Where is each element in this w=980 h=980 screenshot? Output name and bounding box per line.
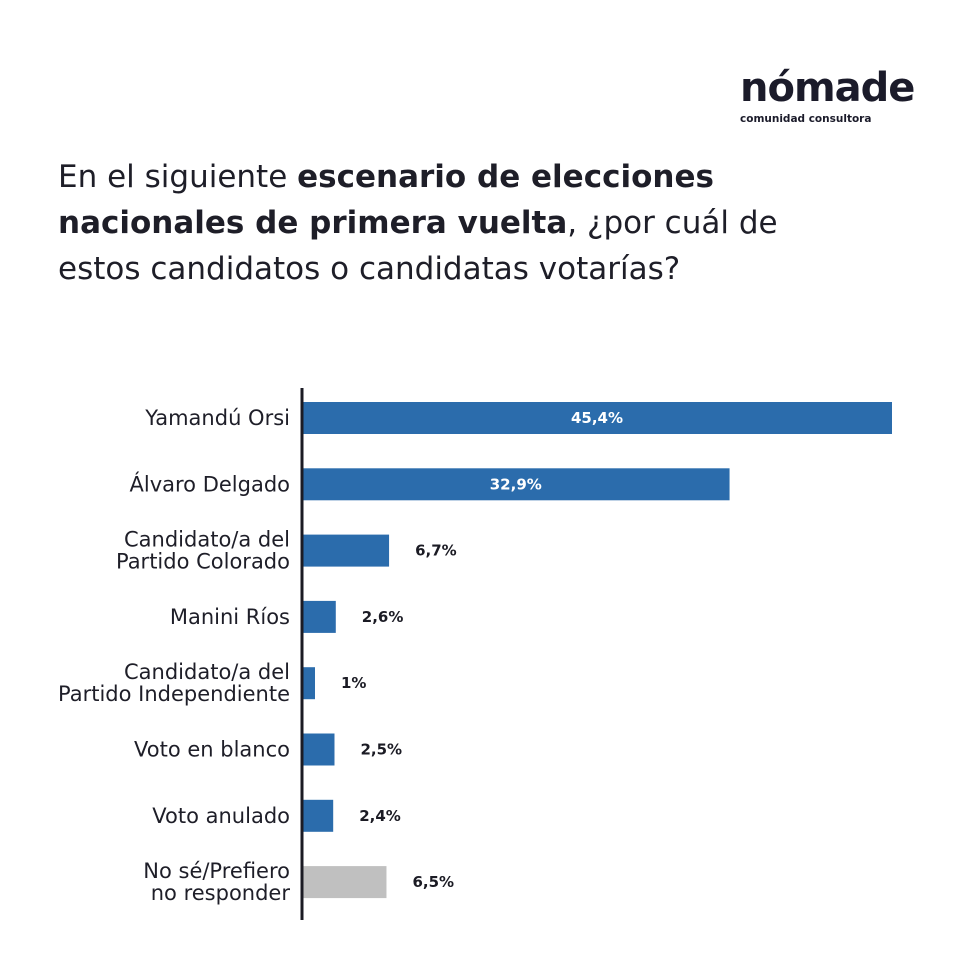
question-text-bold: escenario de elecciones nacionales de pr… bbox=[58, 159, 714, 241]
question-text-start: En el siguiente bbox=[58, 159, 298, 195]
value-label: 1% bbox=[341, 674, 366, 692]
bar bbox=[302, 733, 335, 766]
value-label: 6,7% bbox=[415, 542, 457, 560]
value-label: 6,5% bbox=[412, 873, 454, 891]
bar bbox=[302, 402, 892, 434]
category-label: Candidato/a del bbox=[124, 528, 290, 552]
category-label: Álvaro Delgado bbox=[130, 471, 291, 496]
category-label: Partido Colorado bbox=[116, 550, 290, 574]
category-label: No sé/Prefiero bbox=[143, 859, 290, 883]
bar bbox=[302, 667, 315, 700]
question-text-end: , ¿por cuál de estos candidatos o candid… bbox=[58, 205, 778, 287]
category-label: Manini Ríos bbox=[170, 605, 290, 629]
bar-chart: Yamandú Orsi 45,4% Álvaro Delgado 32,9% Cand… bbox=[58, 388, 892, 920]
value-label: 2,5% bbox=[360, 741, 402, 759]
category-label: Partido Independiente bbox=[58, 682, 290, 706]
value-label: 2,4% bbox=[359, 807, 401, 825]
logo-tagline: comunidad consultora bbox=[740, 113, 872, 125]
bar bbox=[302, 534, 390, 567]
category-label: Yamandú Orsi bbox=[144, 406, 290, 430]
brand-logo: nómade comunidad consultora bbox=[740, 65, 915, 126]
category-label: Candidato/a del bbox=[124, 660, 290, 684]
logo-name: nómade bbox=[740, 65, 915, 111]
value-label: 45,4% bbox=[571, 409, 623, 427]
value-label: 32,9% bbox=[490, 475, 542, 493]
bar bbox=[302, 468, 730, 501]
value-label: 2,6% bbox=[362, 608, 404, 626]
category-label: Voto en blanco bbox=[134, 738, 290, 762]
category-label: Voto anulado bbox=[152, 804, 290, 828]
survey-question: En el siguiente escenario de elecciones … bbox=[58, 154, 818, 292]
bar bbox=[302, 866, 387, 899]
bar bbox=[302, 799, 334, 832]
category-label: no responder bbox=[151, 881, 291, 905]
bar bbox=[302, 600, 336, 633]
